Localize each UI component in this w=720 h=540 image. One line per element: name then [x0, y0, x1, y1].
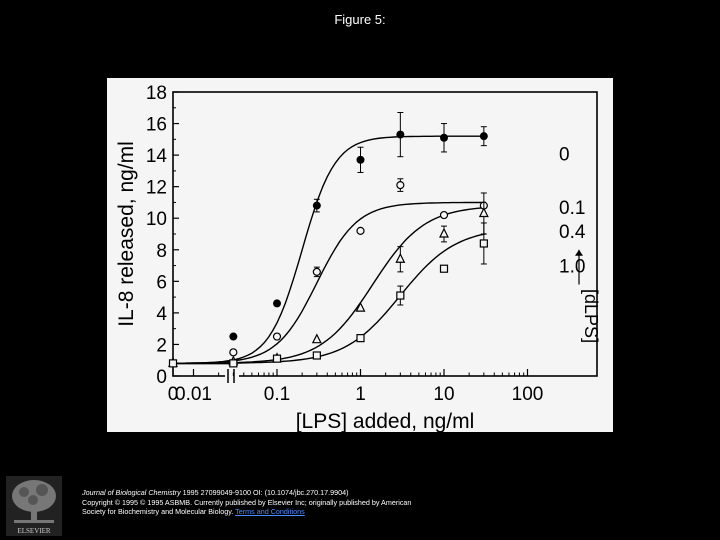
slide-title: Figure 5: — [334, 12, 386, 27]
copyright-line: Copyright © 1995 © 1995 ASBMB. Currently… — [82, 497, 412, 507]
legend-arrow-head — [575, 249, 583, 256]
series-label-0.4: 0.4 — [559, 222, 586, 243]
fit-curve-0.1 — [173, 201, 486, 365]
data-point-0.1 — [439, 210, 449, 220]
y-tick-label: 12 — [146, 178, 167, 199]
data-point-1.0 — [229, 359, 238, 368]
series-label-0.1: 0.1 — [559, 198, 585, 219]
x-axis-label: [LPS] added, ng/ml — [296, 410, 475, 432]
x-tick-label: 0.1 — [264, 384, 290, 405]
data-point-1.0 — [312, 351, 321, 360]
data-point-0 — [229, 332, 238, 341]
data-point-0.4 — [311, 333, 322, 344]
data-point-0 — [273, 299, 281, 308]
x-tick-label: 0.01 — [175, 384, 212, 405]
data-point-0.1 — [312, 267, 321, 276]
data-point-1.0 — [479, 239, 488, 248]
data-point-1.0 — [168, 359, 178, 368]
citation-line: Journal of Biological Chemistry 1995 270… — [82, 488, 642, 498]
x-tick-label: 1 — [355, 384, 366, 405]
data-point-0 — [396, 130, 405, 139]
y-tick-label: 2 — [156, 335, 167, 356]
data-point-1.0 — [396, 291, 405, 300]
data-point-0 — [356, 155, 365, 164]
terms-link[interactable]: Terms and Conditions — [235, 507, 305, 517]
data-point-0 — [312, 201, 321, 210]
y-axis-label: IL-8 released, ng/ml — [115, 141, 138, 327]
data-point-0.1 — [396, 180, 405, 190]
society-text: Society for Biochemistry and Molecular B… — [82, 507, 234, 517]
society-line: Society for Biochemistry and Molecular B… — [82, 507, 642, 517]
y-tick-label: 16 — [146, 115, 167, 136]
data-point-0 — [440, 133, 448, 142]
y-tick-label: 0 — [156, 367, 167, 388]
elsevier-logo: ELSEVIER — [6, 476, 62, 536]
data-point-0 — [479, 132, 488, 141]
data-point-0.1 — [272, 332, 282, 341]
citation-text: 1995 27099049-9100 OI: (10.1074/jbc.270.… — [180, 488, 349, 497]
series-label-1.0: 1.0 — [559, 257, 585, 278]
y-tick-label: 4 — [156, 304, 167, 325]
figure-panel: 0 2 4 6 8 10 12 14 16 18 0 0.01 0.1 1 10 100 [LPS] added… — [107, 78, 613, 432]
y-tick-label: 10 — [146, 209, 167, 230]
x-tick-label: 100 — [512, 384, 544, 405]
axis-break-gap — [225, 366, 239, 386]
elsevier-logo-text: ELSEVIER — [17, 527, 50, 535]
data-point-0.1 — [356, 226, 365, 235]
data-point-1.0 — [272, 354, 282, 363]
data-point-0.4 — [395, 252, 406, 263]
y-tick-label: 6 — [156, 272, 167, 293]
y-tick-label: 18 — [146, 83, 167, 104]
data-point-0.4 — [478, 207, 489, 218]
legend-title: [dLPS] — [581, 289, 601, 343]
y-tick-label: 14 — [146, 146, 168, 167]
x-tick-label: 0 — [168, 384, 179, 405]
data-point-1.0 — [439, 264, 449, 273]
series-label-0: 0 — [559, 145, 570, 166]
data-point-0.1 — [229, 348, 238, 357]
journal-name: Journal of Biological Chemistry — [82, 488, 181, 497]
data-point-0.4 — [355, 301, 366, 312]
data-point-0.4 — [439, 227, 449, 238]
x-tick-label: 10 — [433, 384, 454, 405]
y-tick-label: 8 — [156, 241, 167, 262]
data-point-1.0 — [356, 334, 365, 343]
fit-curve-1.0 — [173, 233, 486, 365]
citation-footer: Journal of Biological Chemistry 1995 270… — [82, 488, 642, 517]
